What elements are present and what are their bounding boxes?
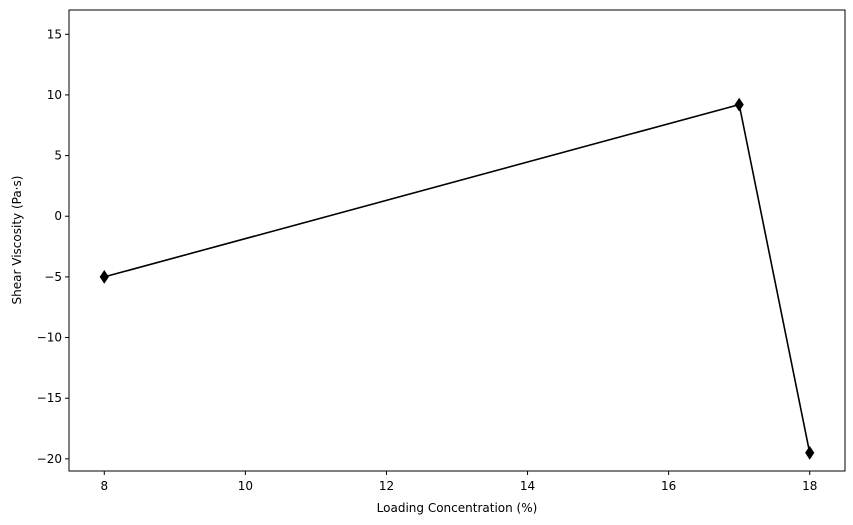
y-tick-label: −5 <box>44 270 62 284</box>
series-layer <box>99 97 815 460</box>
x-tick-label: 18 <box>802 479 817 493</box>
plot-frame <box>68 9 846 472</box>
y-tick-label: −15 <box>37 391 62 405</box>
data-point-diamond <box>99 269 109 284</box>
x-tick-label: 10 <box>238 479 253 493</box>
y-axis-ticks: −20 −15 −10 −5 0 5 10 15 <box>37 27 69 466</box>
y-tick-label: 5 <box>54 149 62 163</box>
x-axis-label: Loading Concentration (%) <box>377 501 538 515</box>
y-tick-label: −10 <box>37 331 62 345</box>
x-axis-ticks: 8 10 12 14 16 18 <box>100 471 817 493</box>
x-tick-label: 8 <box>100 479 108 493</box>
y-tick-label: −20 <box>37 452 62 466</box>
x-tick-label: 16 <box>661 479 676 493</box>
x-tick-label: 14 <box>520 479 535 493</box>
y-tick-label: 15 <box>47 27 62 41</box>
plot-area <box>69 10 845 471</box>
data-point-diamond <box>734 97 744 112</box>
x-tick-label: 12 <box>379 479 394 493</box>
y-axis-label: Shear Viscosity (Pa·s) <box>10 176 24 305</box>
y-tick-label: 10 <box>47 88 62 102</box>
y-tick-label: 0 <box>54 209 62 223</box>
data-point-diamond <box>805 445 815 460</box>
